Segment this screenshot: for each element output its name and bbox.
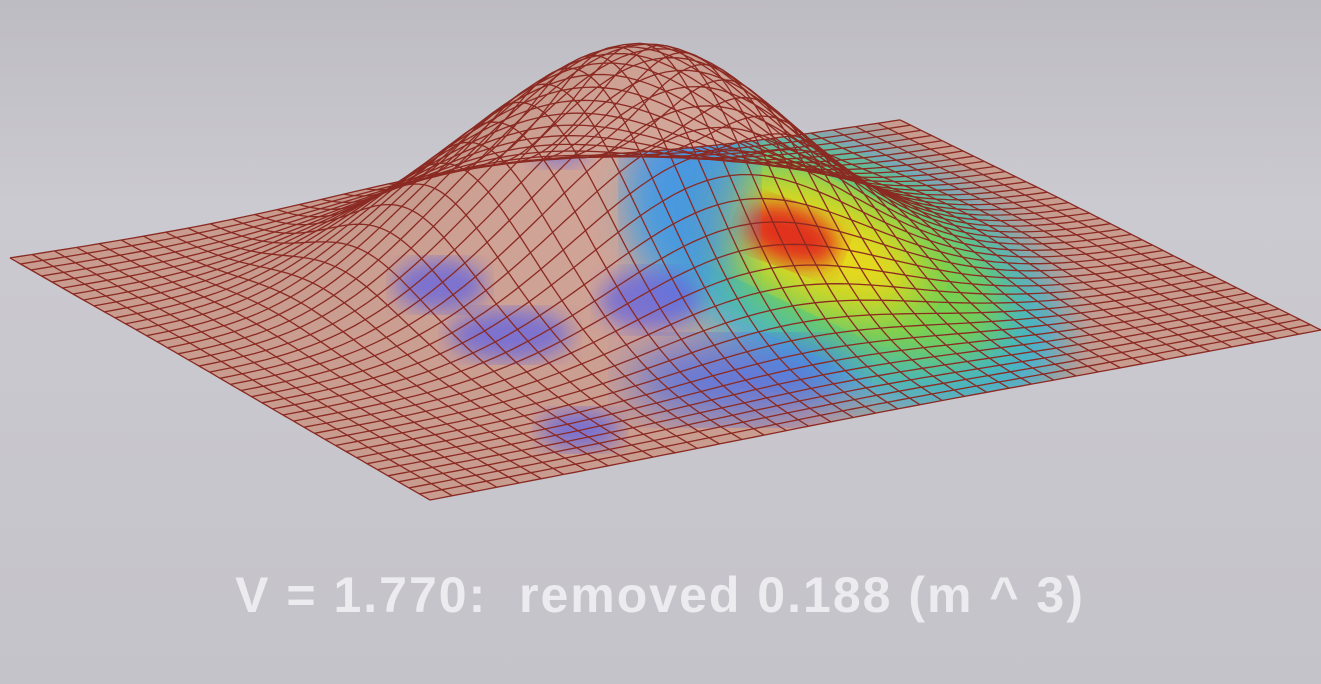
mesh-line [210, 223, 631, 463]
mesh-line [254, 203, 676, 454]
mesh-line [477, 42, 899, 410]
mesh-line [721, 143, 1144, 365]
mesh-line [365, 101, 787, 432]
mesh-line [454, 46, 876, 414]
mesh-line [543, 63, 965, 397]
mesh-line [899, 119, 1321, 331]
mesh-line [744, 141, 1166, 361]
mesh-line [521, 51, 943, 402]
mesh-line [299, 162, 720, 445]
caption: V = 1.770: removed 0.188 (m ^ 3) [235, 567, 1085, 623]
mesh-line [833, 129, 1255, 344]
mesh-line [98, 243, 520, 484]
mesh-line [588, 97, 1010, 389]
mesh-line [855, 126, 1277, 340]
mesh-line [31, 253, 453, 497]
mesh-line [766, 138, 1188, 356]
mesh-line [187, 227, 609, 467]
mesh-line [632, 133, 1055, 381]
mesh-line [788, 135, 1210, 352]
mesh-line [410, 67, 832, 423]
mesh-line [810, 132, 1233, 348]
mesh-line [120, 239, 542, 480]
mesh-line [276, 183, 698, 449]
mesh-line [877, 122, 1299, 335]
mesh-line [343, 121, 765, 436]
mesh-line [610, 115, 1032, 385]
mesh-line [76, 246, 498, 488]
mesh-line [54, 250, 475, 493]
mesh-line [677, 148, 1099, 373]
mesh-line [143, 235, 564, 475]
mesh-line [165, 231, 587, 471]
mesh-line [699, 146, 1121, 369]
wireframe [9, 42, 1321, 501]
mesh-line [388, 83, 810, 427]
mesh-line [232, 218, 654, 458]
mesh-line [9, 257, 431, 501]
mesh-line [432, 54, 854, 419]
mesh-line [499, 44, 921, 406]
